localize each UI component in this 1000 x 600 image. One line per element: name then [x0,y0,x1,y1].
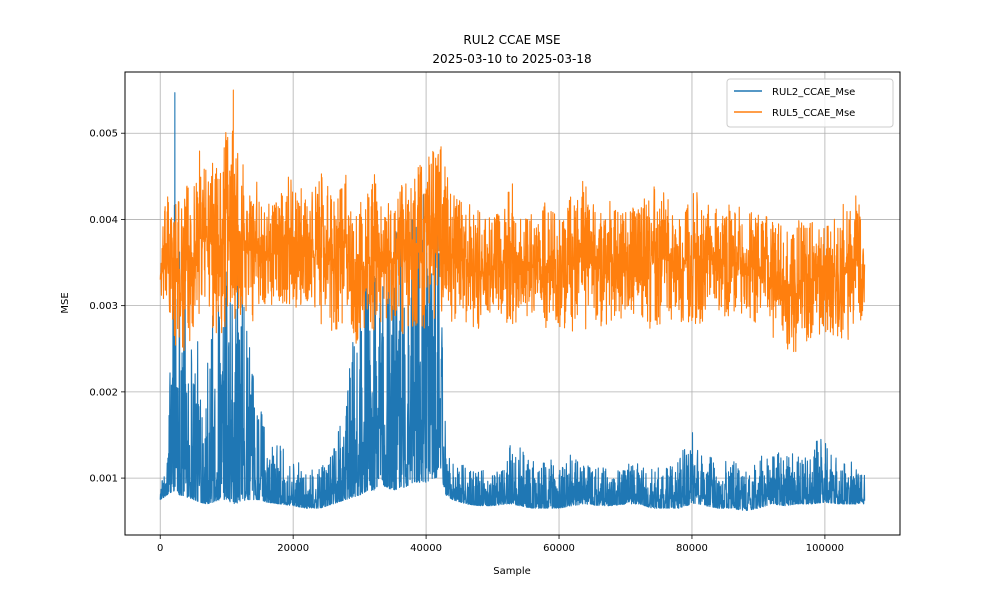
x-tick-label: 80000 [676,543,708,554]
x-tick-label: 20000 [277,543,309,554]
series-line-rul2 [159,92,866,512]
y-axis-label: MSE [60,292,71,313]
legend: RUL2_CCAE_Mse RUL5_CCAE_Mse [726,78,894,128]
legend-label-rul2: RUL2_CCAE_Mse [772,87,855,98]
y-tick-label: 0.002 [89,387,118,398]
legend-box [726,78,894,128]
series-line-rul5 [159,89,866,353]
plot-area [159,89,866,512]
x-tick-label: 0 [157,543,163,554]
x-tick-label: 100000 [806,543,844,554]
x-tick-label: 60000 [543,543,575,554]
x-tick-label: 40000 [410,543,442,554]
chart-title: RUL2 CCAE MSE [463,33,560,47]
ticks: 0 20000 40000 60000 80000 100000 0.001 0.002 0.0… [89,129,844,554]
chart-subtitle: 2025-03-10 to 2025-03-18 [432,52,591,66]
legend-label-rul5: RUL5_CCAE_Mse [772,108,855,119]
series-layer [159,89,866,512]
y-tick-label: 0.004 [89,215,118,226]
x-axis-label: Sample [493,566,531,577]
y-tick-label: 0.005 [89,129,118,140]
plot-frame [124,71,901,536]
y-tick-label: 0.003 [89,301,118,312]
y-tick-label: 0.001 [89,474,118,485]
